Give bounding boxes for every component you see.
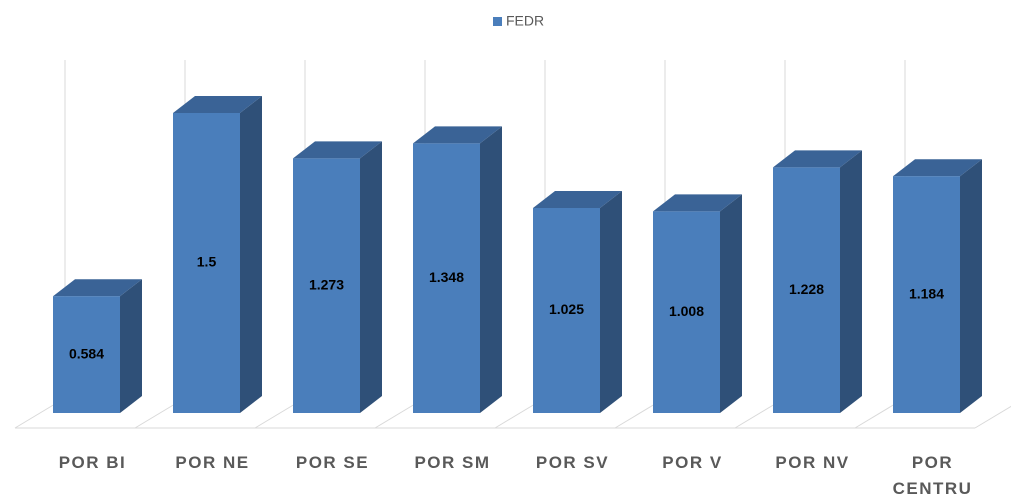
data-label: 1.5 (197, 254, 217, 270)
legend-swatch (493, 17, 502, 26)
x-tick-label: POR NV (775, 453, 850, 472)
bar-side (720, 194, 742, 413)
bar (53, 296, 120, 413)
bar-side (240, 96, 262, 413)
bar-top (293, 141, 382, 159)
data-label: 1.273 (309, 276, 344, 292)
bar (893, 176, 960, 413)
x-tick-label: POR SV (535, 453, 610, 472)
x-tick-label: POR SE (295, 453, 370, 472)
x-tick-label: POR CENTRU (892, 453, 973, 495)
x-tick-label: POR SM (414, 453, 491, 472)
bar (773, 167, 840, 413)
bar-top (773, 150, 862, 168)
bar-side (360, 141, 382, 413)
bar (653, 211, 720, 413)
bar-top (173, 96, 262, 113)
data-label: 1.228 (789, 281, 824, 297)
bar-top (53, 279, 142, 297)
bar-top (653, 194, 742, 212)
floor-line (974, 405, 1011, 429)
bar-side (120, 279, 142, 413)
legend-label: FEDR (506, 13, 544, 29)
data-label: 1.025 (549, 301, 584, 317)
bar-top (893, 159, 982, 177)
data-label: 1.008 (669, 303, 704, 319)
data-label: 1.348 (429, 269, 464, 285)
bar-side (840, 150, 862, 413)
bar (533, 208, 600, 413)
bar-side (480, 126, 502, 414)
x-tick-label: POR V (662, 453, 723, 472)
x-tick-label: POR NE (175, 453, 250, 472)
x-tick-label: POR BI (58, 453, 127, 472)
bar-top (413, 126, 502, 144)
bar-side (600, 191, 622, 413)
bar (413, 143, 480, 413)
bar-top (533, 191, 622, 208)
data-label: 0.584 (69, 345, 104, 361)
bar (173, 113, 240, 413)
bar (293, 158, 360, 413)
bar-side (960, 159, 982, 413)
data-label: 1.184 (909, 285, 944, 301)
